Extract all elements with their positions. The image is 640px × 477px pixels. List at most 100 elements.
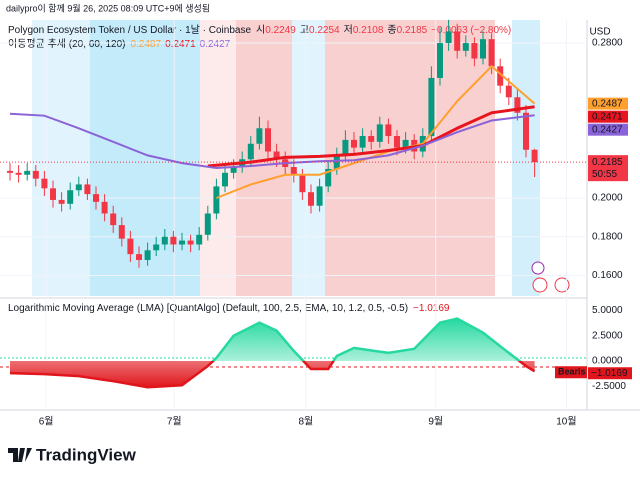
ma-title: 이동평균 추세 (20, 60, 120) [8,38,125,50]
y-tick-label: 0.1600 [592,270,623,281]
osc-value-label: −1.0169 [591,368,628,379]
candle-body [230,167,237,173]
candle-body [93,194,99,202]
o: 0.2249 [265,25,296,36]
countdown: 50:55 [592,169,617,180]
candle-body [342,139,349,156]
regime-band [32,20,90,296]
regime-band [325,20,495,296]
candle-body [179,240,185,245]
osc-area-up [213,318,520,361]
candle-body [505,85,512,98]
candle-body [84,184,91,195]
brand: TradingView [36,445,137,464]
candle-body [394,136,400,148]
candle-body [299,174,306,193]
candle-body [7,170,13,173]
c-label: 종 [387,24,396,36]
osc-legend: Logarithmic Moving Average (LMA) [QuantA… [8,303,450,314]
y-tick-label: 0.2800 [592,38,623,49]
signal-box [555,366,587,379]
osc-line-up [211,317,522,361]
c: 0.2185 [397,25,428,36]
regime-band [200,20,236,296]
candle-body [67,190,74,204]
y-tick-label: 0.0000 [592,356,623,367]
osc-value-box [588,367,632,380]
candle-body [351,139,357,148]
candle-body [161,236,168,245]
y-tick-label: 0.1800 [592,231,623,242]
osc-line-down [9,360,536,389]
l-label: 저 [344,24,353,36]
candle-body [471,43,478,59]
x-tick-label: 6월 [39,416,54,428]
price-tag-label: 0.2471 [592,111,623,122]
osc-title: Logarithmic Moving Average (LMA) [QuantA… [8,303,408,314]
candle-body [41,178,48,189]
candle-body [196,234,203,245]
candle-body [523,112,529,150]
candle-body [454,31,461,51]
x-tick-label: 9월 [428,416,443,428]
candle-body [359,136,366,148]
ma-line [207,105,535,168]
y-tick-label: 0.2000 [592,193,623,204]
event-icon[interactable] [531,261,545,275]
candle-body [325,168,332,187]
last-price-label: 0.2185 [592,157,623,168]
candle-body [32,170,39,179]
y-tick-label: 2.5000 [592,330,623,341]
price-tag [588,97,628,110]
candle-body [222,172,228,187]
h-label: 고 [300,25,309,36]
candle-body [256,128,263,144]
symbol-legend: Polygon Ecosystem Token / US Dollar · 1날… [8,24,511,36]
credit: dailypro이 함께 9월 26, 2025 08:09 UTC+9에 생성… [6,2,210,13]
candle-body [101,201,108,214]
symbol: Polygon Ecosystem Token / US Dollar · 1날… [8,24,251,36]
logo [8,448,32,462]
candle-body [136,254,142,260]
candle-body [144,250,151,260]
candle-body [385,124,392,137]
candle-body [187,240,194,245]
last-price-box [588,155,628,182]
ma-value: 0.2427 [200,39,231,50]
candle-body [437,43,443,78]
candle-body [153,244,160,251]
candle-body [110,213,117,226]
candle-body [488,39,495,67]
candle-body [15,172,22,175]
ma-value: 0.2487 [130,39,161,50]
candle-body [376,124,383,142]
currency: USD [589,27,610,38]
candle-body [480,39,486,59]
candle-body [213,186,220,214]
candle-body [308,192,314,206]
candle-body [118,225,125,239]
candle-body [514,97,521,113]
y-tick-label: 5.0000 [592,305,623,316]
candle-body [247,143,254,160]
ma-legend: 이동평균 추세 (20, 60, 120) 0.2487 0.2471 0.2427 [8,38,231,50]
event-icon[interactable] [532,277,548,293]
l: 0.2108 [353,25,384,36]
price-tag-label: 0.2427 [592,124,623,135]
candle-body [428,77,435,137]
candle-body [24,170,31,175]
candle-body [170,236,177,245]
candle-body [127,238,134,255]
candle-body [265,128,271,152]
candle-body [204,213,211,235]
candle-body [462,43,469,51]
x-tick-label: 8월 [298,416,313,428]
candle-body [75,184,82,191]
candle-body [316,186,323,206]
candle-body [497,66,504,86]
candle-body [402,139,409,148]
change: −0.0063 (−2.80%) [431,25,511,36]
event-icon[interactable] [554,277,570,293]
x-tick-label: 7월 [167,416,182,428]
